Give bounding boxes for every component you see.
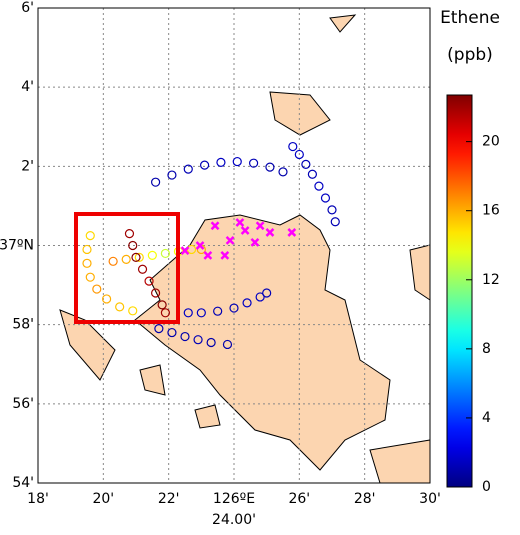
cross-point [265, 228, 275, 237]
track-point [134, 252, 144, 262]
colorbar-tick-label: 16 [482, 203, 500, 219]
track-point [115, 302, 125, 312]
track-point [101, 294, 112, 304]
track-point [151, 177, 161, 187]
track-point [288, 141, 298, 152]
track-point [196, 308, 206, 318]
track-point [128, 240, 138, 251]
track-point [229, 303, 239, 313]
track-point [314, 181, 324, 191]
track-point [154, 324, 164, 334]
x-tick-label: 28' [354, 491, 376, 507]
island [329, 14, 357, 33]
track-point [108, 256, 118, 266]
cross-point [195, 241, 205, 250]
island [269, 91, 331, 136]
cross-point [235, 218, 245, 227]
track-point [222, 339, 233, 350]
colorbar [446, 94, 473, 488]
track-point [147, 250, 157, 260]
track-point [160, 248, 170, 259]
colorbar-title: (ppb) [447, 45, 493, 65]
track-point [255, 292, 265, 302]
track-point [200, 160, 210, 170]
y-tick-label: 56' [12, 396, 34, 412]
track-point [232, 156, 242, 167]
colorbar-title: Ethene [440, 8, 500, 28]
cross-point [180, 246, 190, 256]
track-point [249, 158, 259, 168]
track-point [183, 308, 193, 318]
track-point [121, 254, 131, 264]
y-tick-label: 54' [12, 475, 34, 491]
track-point [278, 167, 288, 177]
colorbar-tick-label: 4 [482, 410, 491, 426]
island [194, 404, 221, 429]
track-point [128, 306, 138, 316]
x-tick-label: 26' [288, 491, 310, 507]
colorbar-tick-label: 12 [482, 272, 500, 288]
track-point [160, 308, 170, 318]
cross-point [225, 235, 235, 245]
cross-point [210, 221, 220, 231]
x-tick-label: 18' [27, 491, 49, 507]
track-point [301, 159, 311, 169]
y-tick-label: 58' [12, 317, 34, 333]
highlight-box [74, 212, 180, 324]
track-point [262, 288, 272, 298]
track-point [85, 272, 95, 282]
track-point [327, 205, 337, 215]
track-point [180, 331, 190, 342]
cross-point [255, 221, 265, 231]
track-point [137, 264, 148, 274]
track-point [265, 162, 275, 172]
track-point [320, 193, 331, 203]
track-point [183, 164, 193, 174]
y-tick-label: 4' [21, 79, 34, 95]
track-point [216, 157, 226, 167]
y-tick-label: 6' [21, 0, 34, 16]
track-point [131, 252, 141, 262]
track-point [193, 335, 203, 345]
track-point [85, 231, 95, 241]
track-point [82, 258, 92, 268]
track-point [206, 337, 216, 348]
track-point [294, 149, 304, 160]
x-tick-label: 126ºE [213, 491, 255, 507]
track-point [307, 169, 317, 179]
track-point [92, 284, 102, 294]
track-point [157, 300, 167, 310]
cross-point [240, 226, 250, 235]
track-point [82, 244, 92, 255]
island [59, 309, 116, 381]
x-axis-label: 24.00' [212, 512, 256, 528]
main-island [134, 214, 391, 471]
track-point [167, 327, 177, 338]
colorbar-tick-label: 0 [482, 479, 491, 495]
x-tick-label: 20' [92, 491, 114, 507]
cross-point [250, 237, 260, 247]
cross-point [287, 228, 297, 237]
x-tick-label: 22' [158, 491, 180, 507]
track-point [124, 229, 135, 239]
track-point [242, 298, 252, 308]
y-tick-label: 2' [21, 158, 34, 174]
island [139, 364, 166, 396]
cross-point [203, 251, 213, 260]
x-tick-label: 30' [419, 491, 441, 507]
plot-frame [37, 7, 431, 484]
track-point [213, 306, 223, 316]
track-point [144, 276, 154, 286]
track-point [330, 217, 340, 227]
colorbar-tick-label: 8 [482, 341, 491, 357]
land [59, 14, 431, 484]
track-point [167, 170, 177, 180]
marks [82, 141, 340, 350]
colorbar-tick-label: 20 [482, 134, 500, 150]
y-tick-label: 37ºN [0, 238, 34, 254]
track-point [151, 288, 161, 298]
cross-point [220, 251, 230, 260]
